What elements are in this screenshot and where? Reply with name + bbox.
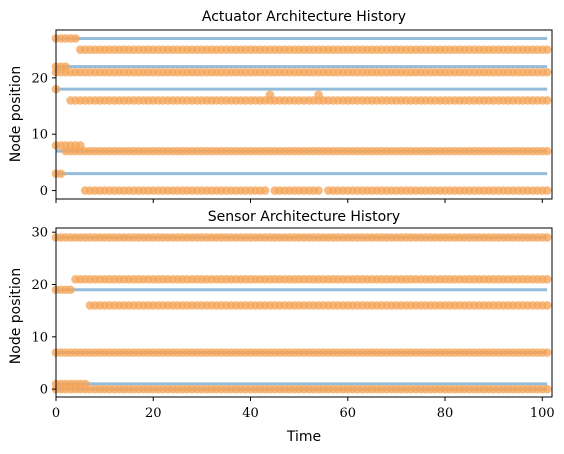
sensor-chart-title: Sensor Architecture History — [208, 209, 400, 225]
y-tick-label: 0 — [40, 383, 48, 398]
actuator-y-axis-label: Node position — [8, 66, 24, 162]
sensor-x-axis-label: Time — [286, 429, 321, 445]
data-point — [542, 384, 552, 394]
axes-frame — [55, 29, 553, 200]
data-point — [542, 146, 552, 156]
y-tick-label: 0 — [40, 184, 48, 199]
actuator-plot-area: 0 10 20 — [31, 29, 553, 203]
data-point — [542, 274, 552, 284]
data-point — [66, 285, 75, 295]
axes-frame — [55, 227, 553, 398]
data-point — [542, 96, 552, 105]
data-point — [260, 186, 270, 195]
x-tick-label: 40 — [242, 406, 259, 421]
data-point — [314, 186, 323, 195]
y-tick-label: 20 — [31, 71, 48, 86]
data-point — [542, 45, 552, 55]
data-point — [542, 186, 552, 195]
data-point — [542, 348, 552, 357]
data-point — [71, 34, 80, 43]
data-point — [542, 67, 552, 77]
x-tick-label: 60 — [339, 406, 356, 421]
x-tick-label: 100 — [530, 406, 555, 421]
data-point — [56, 169, 66, 178]
actuator-subplot: Actuator Architecture History Node posit… — [8, 9, 553, 203]
x-tick-label: 20 — [145, 406, 162, 421]
sensor-plot-area: 0 10 20 30 0 20 40 60 80 100 — [31, 226, 554, 421]
x-tick-label: 0 — [52, 406, 60, 421]
y-tick-label: 10 — [31, 128, 48, 143]
data-point — [542, 301, 552, 310]
y-tick-label: 30 — [31, 226, 48, 241]
sensor-subplot: Sensor Architecture History Node positio… — [8, 209, 555, 445]
y-tick-label: 20 — [31, 278, 48, 293]
x-tick-label: 80 — [437, 406, 454, 421]
data-point — [542, 233, 552, 242]
actuator-chart-title: Actuator Architecture History — [202, 9, 406, 25]
sensor-y-axis-label: Node position — [8, 268, 24, 364]
y-tick-label: 10 — [31, 330, 48, 345]
